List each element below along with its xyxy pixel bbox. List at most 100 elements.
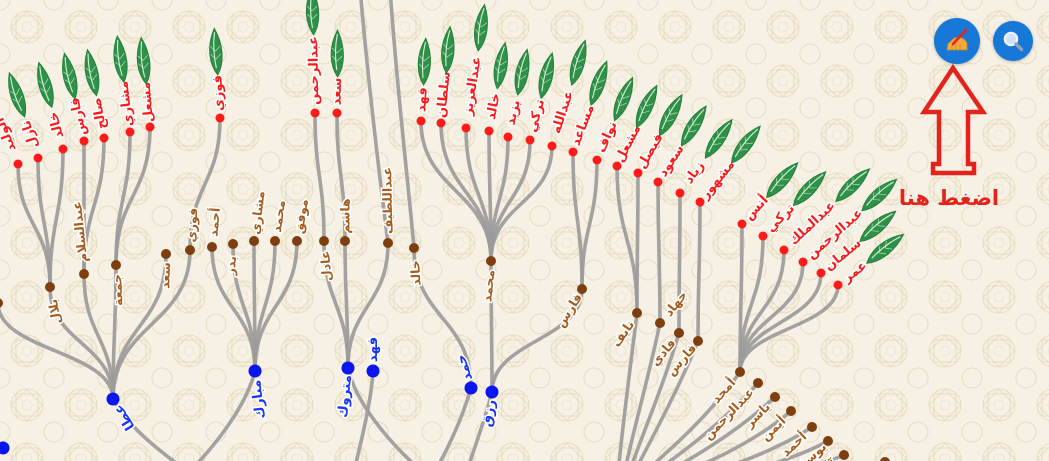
tree-node[interactable]: رزق [478, 385, 501, 430]
node-dot[interactable] [779, 245, 789, 255]
tree-node[interactable]: آدم [814, 450, 849, 461]
node-dot[interactable] [409, 243, 419, 253]
node-dot[interactable] [332, 108, 342, 118]
tree-node[interactable]: متروك [333, 361, 357, 420]
node-label[interactable]: سلطان [433, 69, 456, 120]
node-label[interactable]: عادل [316, 249, 336, 283]
node-dot[interactable] [833, 280, 843, 290]
tree-node[interactable]: مشاري [246, 189, 269, 246]
tree-node[interactable]: يزيد [502, 48, 533, 142]
node-dot[interactable] [816, 268, 826, 278]
tree-node[interactable]: خالد [482, 41, 512, 136]
tree-node[interactable]: مبارك [247, 364, 271, 421]
tree-node[interactable]: فهد [364, 335, 383, 378]
node-dot[interactable] [735, 367, 745, 377]
node-dot[interactable] [612, 161, 622, 171]
node-dot[interactable] [503, 132, 513, 142]
tree-node[interactable]: فهد [413, 37, 433, 126]
node-dot[interactable] [79, 269, 89, 279]
node-dot[interactable] [674, 328, 684, 338]
node-dot[interactable] [753, 378, 763, 388]
tree-node[interactable]: ابراهيم [836, 457, 890, 461]
node-label[interactable]: فوزي [209, 73, 229, 113]
node-label[interactable]: جمعة [107, 272, 127, 308]
tree-node[interactable]: سعد [156, 249, 175, 291]
tree-node[interactable]: خالد [406, 243, 425, 288]
node-dot[interactable] [99, 133, 109, 143]
node-dot[interactable] [464, 381, 478, 395]
node-dot[interactable] [823, 436, 833, 446]
node-dot[interactable] [525, 135, 535, 145]
node-label[interactable]: عبداللطيف [378, 165, 397, 235]
node-label[interactable]: محمد [478, 267, 499, 304]
node-dot[interactable] [58, 144, 68, 154]
tree-node[interactable]: هاشم [336, 197, 354, 246]
node-label[interactable]: عبدالرحمن [305, 34, 324, 106]
node-dot[interactable] [592, 155, 602, 165]
tree-node[interactable]: عبداللطيف [378, 165, 397, 248]
tree-node[interactable]: محمد [478, 256, 499, 304]
search-button[interactable] [993, 21, 1033, 61]
node-dot[interactable] [270, 236, 280, 246]
node-dot[interactable] [633, 168, 643, 178]
tree-node[interactable]: فوزي [208, 27, 229, 123]
node-dot[interactable] [693, 336, 703, 346]
tree-node[interactable]: مشعل [135, 36, 159, 132]
node-dot[interactable] [416, 116, 426, 126]
node-dot[interactable] [145, 122, 155, 132]
node-dot[interactable] [79, 136, 89, 146]
node-label[interactable]: بدر [221, 254, 241, 279]
tree-node[interactable]: سعد [328, 29, 347, 118]
node-label[interactable]: آدم [814, 455, 843, 461]
tree-node[interactable]: عبدالرحمن [305, 0, 324, 118]
node-dot[interactable] [310, 108, 320, 118]
node-label[interactable]: فهد [413, 85, 433, 114]
node-label[interactable]: بلال [43, 296, 65, 326]
tree-node[interactable]: موفق [289, 196, 313, 246]
node-label[interactable]: خالد [406, 258, 425, 287]
node-dot[interactable] [185, 245, 195, 255]
edit-button[interactable] [934, 18, 980, 64]
node-dot[interactable] [737, 219, 747, 229]
node-dot[interactable] [319, 236, 329, 246]
node-dot[interactable] [161, 249, 171, 259]
node-dot[interactable] [461, 123, 471, 133]
tree-node[interactable]: بدر [221, 239, 241, 279]
tree-node[interactable]: بلال [43, 282, 65, 327]
node-label[interactable]: هاشم [336, 197, 354, 235]
node-label[interactable]: سعد [328, 76, 346, 107]
node-label[interactable]: متروك [333, 373, 356, 420]
node-dot[interactable] [653, 177, 663, 187]
node-dot[interactable] [215, 113, 225, 123]
node-dot[interactable] [547, 141, 557, 151]
node-dot[interactable] [484, 126, 494, 136]
node-dot[interactable] [486, 256, 496, 266]
tree-node[interactable]: جمعة [107, 260, 127, 308]
tree-node[interactable]: مشاري [111, 34, 138, 137]
node-dot[interactable] [770, 392, 780, 402]
node-label[interactable]: أحمد [203, 205, 224, 238]
node-dot[interactable] [839, 450, 849, 460]
node-dot[interactable] [0, 298, 3, 308]
node-dot[interactable] [675, 188, 685, 198]
node-dot[interactable] [228, 239, 238, 249]
tree-node[interactable]: أحمد [203, 205, 224, 252]
node-dot[interactable] [485, 385, 499, 399]
node-label[interactable]: فوزي [182, 206, 202, 245]
node-dot[interactable] [207, 242, 217, 252]
node-label[interactable]: محمد [267, 198, 289, 235]
node-dot[interactable] [568, 147, 578, 157]
node-dot[interactable] [695, 197, 705, 207]
node-label[interactable]: مبارك [247, 377, 271, 421]
node-dot[interactable] [125, 127, 135, 137]
node-dot[interactable] [111, 260, 121, 270]
node-dot[interactable] [798, 257, 808, 267]
node-dot[interactable] [249, 236, 259, 246]
node-dot[interactable] [383, 238, 393, 248]
tree-node[interactable] [0, 441, 10, 455]
tree-node[interactable]: صالح [82, 48, 111, 143]
node-label[interactable]: مشعل [137, 80, 158, 124]
node-label[interactable]: رزق [478, 397, 501, 430]
node-dot[interactable] [248, 364, 262, 378]
